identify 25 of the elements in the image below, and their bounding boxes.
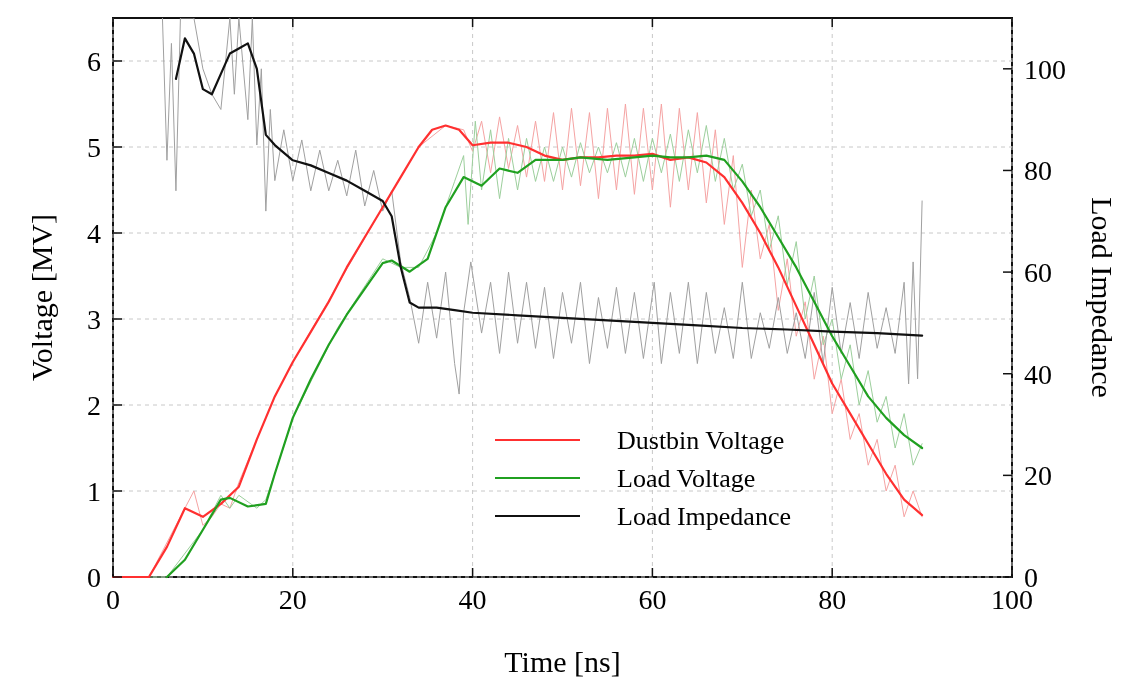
x-tick-label: 60 xyxy=(638,584,667,615)
y-tick-label: 1 xyxy=(87,475,101,507)
x-tick-label: 20 xyxy=(278,584,307,615)
x-tick-label: 40 xyxy=(458,584,487,615)
y-tick-label: 6 xyxy=(87,45,101,77)
x-tick-label: 80 xyxy=(818,584,847,615)
y2-tick-label: 60 xyxy=(1024,256,1052,288)
y-tick-label: 3 xyxy=(87,303,101,335)
y-tick-label: 5 xyxy=(87,131,101,163)
y-axis-title: Voltage [MV] xyxy=(25,214,58,381)
y2-tick-label: 100 xyxy=(1024,53,1066,85)
legend-label: Load Voltage xyxy=(617,464,756,494)
line-series xyxy=(174,37,924,337)
y2-axis-title: Load Impedance xyxy=(1086,197,1119,398)
x-tick-label: 0 xyxy=(106,584,120,615)
legend-label: Load Impedance xyxy=(617,502,791,532)
line-series xyxy=(161,18,923,395)
y-tick-label: 2 xyxy=(87,389,101,421)
y2-tick-label: 40 xyxy=(1024,358,1052,390)
y2-tick-label: 80 xyxy=(1024,155,1052,187)
y-tick-label: 0 xyxy=(87,561,101,593)
y-tick-label: 4 xyxy=(87,217,101,249)
legend-label: Dustbin Voltage xyxy=(617,426,785,456)
y2-tick-label: 20 xyxy=(1024,460,1052,492)
x-axis-title: Time [ns] xyxy=(504,645,621,678)
